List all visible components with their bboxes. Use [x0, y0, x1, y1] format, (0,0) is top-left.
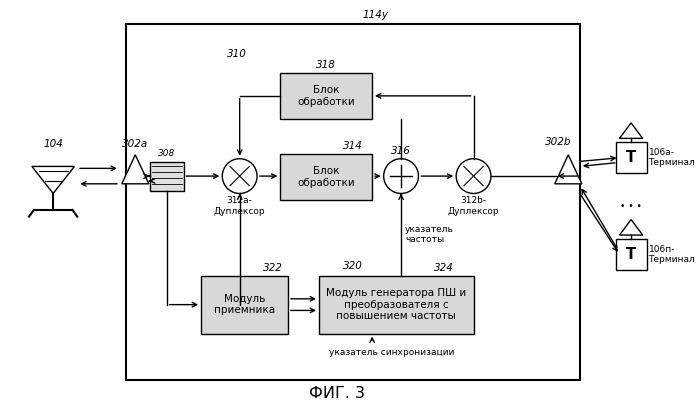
- Text: 320: 320: [343, 261, 363, 271]
- Bar: [189, 44, 503, 247]
- Bar: [201, 276, 288, 334]
- Text: 106п-
Терминал: 106п- Терминал: [649, 245, 696, 264]
- Circle shape: [222, 159, 257, 193]
- Text: Блок
обработки: Блок обработки: [297, 166, 355, 188]
- Text: 310: 310: [227, 49, 247, 59]
- Bar: [280, 73, 372, 119]
- Bar: [280, 154, 372, 200]
- Text: 302b: 302b: [545, 137, 572, 147]
- Text: • • •: • • •: [620, 202, 642, 210]
- Text: 114y: 114y: [363, 10, 389, 20]
- Polygon shape: [619, 220, 642, 235]
- Text: 106a-
Терминал: 106a- Терминал: [649, 148, 696, 167]
- Text: указатель
частоты: указатель частоты: [405, 225, 454, 244]
- Polygon shape: [32, 166, 74, 193]
- Text: Блок
обработки: Блок обработки: [297, 85, 355, 107]
- Text: 314: 314: [343, 141, 362, 151]
- Text: 324: 324: [434, 263, 454, 273]
- Bar: [616, 239, 647, 270]
- Text: Модуль
приемника: Модуль приемника: [214, 294, 275, 315]
- Text: T: T: [626, 247, 636, 262]
- Polygon shape: [122, 155, 149, 184]
- Text: 316: 316: [391, 146, 411, 156]
- Text: Модуль генератора ПШ и
преобразователя с
повышением частоты: Модуль генератора ПШ и преобразователя с…: [326, 288, 466, 321]
- Bar: [126, 24, 580, 380]
- Polygon shape: [555, 155, 582, 184]
- Circle shape: [456, 159, 491, 193]
- Bar: [319, 276, 473, 334]
- Circle shape: [384, 159, 419, 193]
- Text: 322: 322: [264, 263, 283, 273]
- Text: 312a-
Дуплексор: 312a- Дуплексор: [214, 196, 266, 216]
- Text: 312b-
Дуплексор: 312b- Дуплексор: [448, 196, 499, 216]
- Polygon shape: [619, 123, 642, 138]
- Text: 302a: 302a: [122, 139, 148, 149]
- Bar: [189, 256, 503, 372]
- Text: ФИГ. 3: ФИГ. 3: [309, 386, 366, 401]
- Text: 318: 318: [316, 60, 336, 70]
- Text: указатель синхронизации: указатель синхронизации: [329, 348, 454, 357]
- Text: 308: 308: [158, 149, 175, 158]
- Bar: [616, 142, 647, 173]
- Bar: [150, 161, 184, 190]
- Text: 104: 104: [43, 139, 63, 149]
- Text: T: T: [626, 150, 636, 165]
